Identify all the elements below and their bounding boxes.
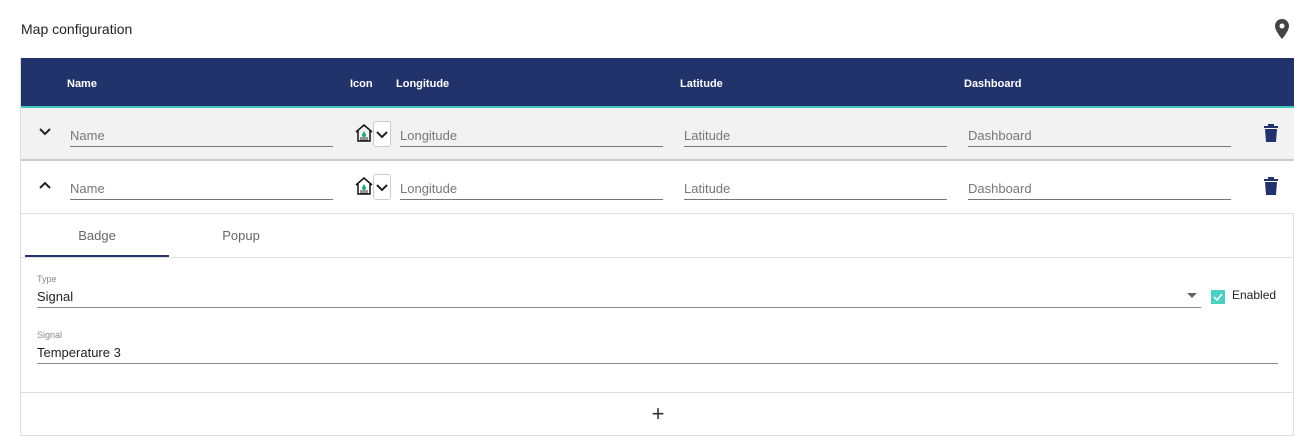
col-dashboard: Dashboard: [964, 78, 1022, 90]
trash-icon[interactable]: [1264, 177, 1278, 195]
col-longitude: Longitude: [396, 78, 450, 90]
signal-label: Signal: [37, 330, 63, 340]
trash-icon[interactable]: [1264, 124, 1278, 142]
map-pin-icon[interactable]: [1275, 19, 1289, 39]
house-water-icon: [355, 177, 373, 195]
type-underline: [37, 307, 1201, 308]
table-row: Name Longitude Latitude Dashboard: [21, 108, 1294, 161]
enabled-label: Enabled: [1232, 288, 1277, 302]
house-water-icon: [355, 124, 373, 142]
latitude-input[interactable]: Latitude: [684, 126, 947, 147]
icon-dropdown[interactable]: [373, 121, 391, 147]
dashboard-input[interactable]: Dashboard: [968, 179, 1231, 200]
chevron-down-icon[interactable]: [37, 124, 53, 140]
tab-bar: Badge Popup: [21, 214, 1294, 258]
col-latitude: Latitude: [680, 78, 723, 90]
type-select[interactable]: Signal: [37, 289, 74, 304]
signal-input[interactable]: Temperature 3: [37, 345, 121, 360]
enabled-checkbox[interactable]: [1211, 290, 1225, 304]
add-row-button[interactable]: +: [21, 392, 1294, 436]
dropdown-arrow-icon[interactable]: [1187, 293, 1197, 299]
col-name: Name: [67, 78, 97, 90]
longitude-input[interactable]: Longitude: [400, 126, 663, 147]
chevron-up-icon[interactable]: [37, 177, 53, 193]
longitude-input[interactable]: Longitude: [400, 179, 663, 200]
table-header: Name Icon Longitude Latitude Dashboard: [21, 58, 1294, 108]
table-row: Name Longitude Latitude Dashboard: [21, 161, 1294, 214]
tab-popup[interactable]: Popup: [222, 228, 260, 243]
name-input[interactable]: Name: [70, 179, 333, 200]
signal-underline: [37, 363, 1278, 364]
tab-badge[interactable]: Badge: [25, 214, 169, 257]
page-title: Map configuration: [21, 21, 133, 37]
type-label: Type: [37, 274, 57, 284]
col-icon: Icon: [350, 78, 373, 90]
icon-dropdown[interactable]: [373, 174, 391, 200]
map-config-table: Name Icon Longitude Latitude Dashboard N…: [20, 58, 1294, 436]
dashboard-input[interactable]: Dashboard: [968, 126, 1231, 147]
name-input[interactable]: Name: [70, 126, 333, 147]
latitude-input[interactable]: Latitude: [684, 179, 947, 200]
